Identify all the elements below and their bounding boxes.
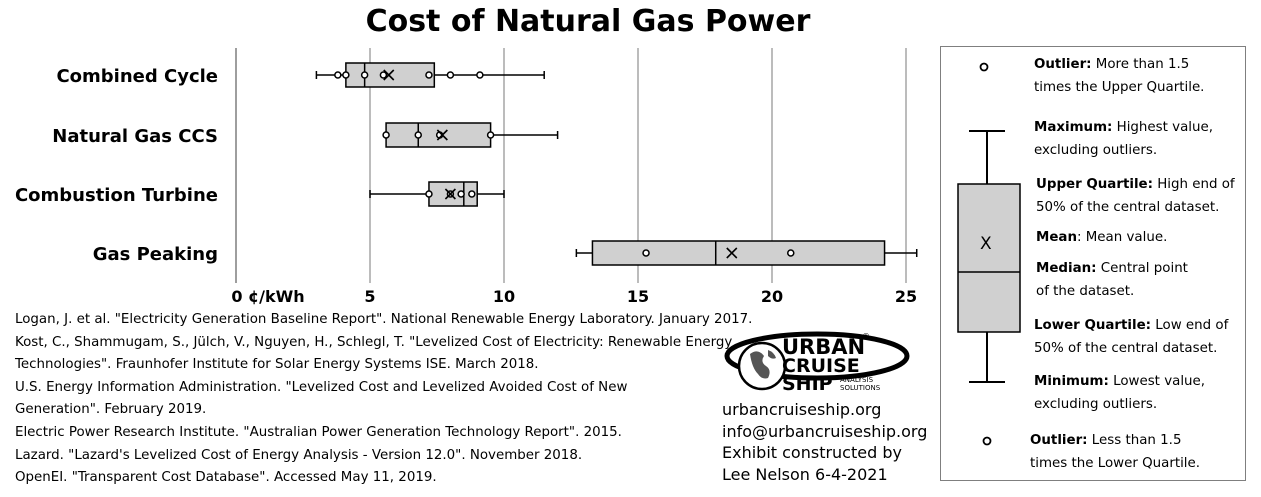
category-label: Combined Cycle — [56, 66, 218, 87]
svg-text:URBAN: URBAN — [782, 335, 865, 359]
legend-minimum: Minimum: Lowest value, excluding outlier… — [1034, 374, 1206, 412]
legend-outlier-lower: Outlier: Less than 1.5 times the Lower Q… — [1030, 433, 1201, 471]
boxes — [315, 62, 918, 266]
iqr-box — [591, 240, 886, 266]
x-tick-label: 5 — [364, 287, 375, 306]
legend-box-shape — [957, 183, 1021, 333]
x-tick-label: 20 — [761, 287, 783, 306]
credit-line: Lee Nelson 6-4-2021 — [722, 464, 888, 484]
box-3 — [575, 240, 918, 266]
data-point — [334, 71, 342, 79]
legend-boxplot-diagram: X — [957, 62, 1021, 446]
category-label: Combustion Turbine — [15, 185, 218, 206]
mean-marker — [444, 188, 456, 200]
mean-marker — [436, 129, 448, 141]
svg-text:SHIP: SHIP — [782, 373, 833, 395]
references: Logan, J. et al. "Electricity Generation… — [15, 309, 753, 490]
data-point — [425, 71, 433, 79]
legend-mean: Mean: Mean value. — [1036, 230, 1168, 245]
data-point — [642, 249, 650, 257]
reference-line: Lazard. "Lazard's Levelized Cost of Ener… — [15, 447, 583, 463]
iqr-box — [345, 62, 436, 88]
x-tick-label: 0 ¢/kWh — [231, 287, 304, 306]
data-point — [379, 71, 388, 79]
reference-line: Generation". February 2019. — [15, 402, 207, 418]
email-link[interactable]: info@urbancruiseship.org — [722, 421, 928, 441]
x-tick-labels: 0 ¢/kWh 5 10 15 20 25 — [231, 287, 917, 306]
x-tick-label: 10 — [493, 287, 515, 306]
x-tick-label: 15 — [627, 287, 649, 306]
category-label: Gas Peaking — [93, 244, 218, 265]
svg-text:CRUISE: CRUISE — [782, 355, 860, 377]
box-0 — [315, 62, 545, 88]
svg-text:®: ® — [862, 332, 870, 341]
data-point — [382, 131, 390, 139]
legend-outlier-upper: Outlier: More than 1.5 times the Upper Q… — [1034, 57, 1205, 95]
reference-line: Logan, J. et al. "Electricity Generation… — [15, 312, 753, 327]
boxplot-chart: Combined Cycle Natural Gas CCS Combustion … — [15, 48, 918, 306]
credits: urbancruiseship.org info@urbancruiseship… — [722, 399, 927, 485]
svg-text:SOLUTIONS: SOLUTIONS — [840, 384, 881, 392]
data-point — [446, 71, 455, 79]
legend-mean-symbol: X — [980, 234, 992, 254]
reference-line: U.S. Energy Information Administration. … — [15, 379, 628, 395]
mean-marker — [726, 247, 738, 259]
outlier-upper-marker — [979, 62, 989, 72]
outlier-lower-marker — [982, 436, 992, 446]
data-point — [457, 190, 465, 198]
data-point — [476, 71, 484, 79]
legend-box: X Outlier: More than 1.5 times the Upper… — [940, 46, 1246, 481]
chart-title: Cost of Natural Gas Power — [365, 4, 811, 39]
category-label: Natural Gas CCS — [52, 126, 218, 147]
box-1 — [382, 122, 559, 148]
reference-line: Kost, C., Shammugam, S., Jülch, V., Nguy… — [15, 334, 733, 350]
reference-line: OpenEI. "Transparent Cost Database". Acc… — [15, 470, 437, 486]
legend-lower-quartile: Lower Quartile: Low end of 50% of the ce… — [1034, 318, 1229, 356]
urban-cruise-ship-logo: URBAN CRUISE SHIP ® ANALYSIS SOLUTIONS — [724, 331, 910, 395]
reference-line: Electric Power Research Institute. "Aust… — [15, 424, 622, 440]
website-link[interactable]: urbancruiseship.org — [722, 400, 882, 419]
legend-upper-quartile: Upper Quartile: High end of 50% of the c… — [1036, 177, 1235, 215]
legend-maximum: Maximum: Highest value, excluding outlie… — [1034, 120, 1213, 158]
mean-marker — [383, 69, 395, 81]
data-point — [425, 190, 433, 198]
legend-median: Median: Central point of the dataset. — [1036, 261, 1188, 299]
data-point — [468, 190, 476, 198]
data-point — [414, 131, 422, 139]
data-point — [360, 71, 369, 79]
category-labels: Combined Cycle Natural Gas CCS Combustion … — [15, 66, 218, 265]
reference-line: Technologies". Fraunhofer Institute for … — [15, 357, 539, 373]
x-tick-label: 25 — [895, 287, 917, 306]
box-2 — [369, 181, 505, 207]
credit-line: Exhibit constructed by — [722, 443, 902, 462]
data-point — [342, 71, 350, 79]
data-point — [486, 131, 495, 139]
svg-text:ANALYSIS: ANALYSIS — [840, 376, 874, 384]
data-point — [787, 249, 795, 257]
